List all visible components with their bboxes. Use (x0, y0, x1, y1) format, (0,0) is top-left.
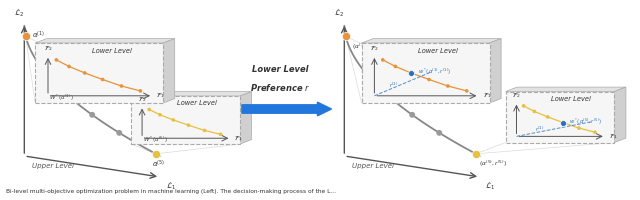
Point (471, 152, 481, 155)
Point (20, 35, 31, 38)
Point (378, 58, 388, 61)
Text: $w^*(\alpha^{(1)}, r^{(1)})$: $w^*(\alpha^{(1)}, r^{(1)})$ (417, 67, 451, 77)
Point (64, 65, 74, 68)
Point (144, 108, 154, 111)
Text: $\mathcal{L}_1$: $\mathcal{L}_1$ (485, 181, 495, 192)
Text: $\alpha^{(5)}$: $\alpha^{(5)}$ (152, 159, 165, 170)
Point (340, 35, 351, 38)
Text: $(\alpha^{(1)}, r^{(1)})$: $(\alpha^{(1)}, r^{(1)})$ (352, 41, 380, 52)
Point (114, 131, 124, 134)
Text: Lower Level: Lower Level (252, 66, 308, 74)
Point (407, 113, 417, 116)
Point (87, 113, 97, 116)
Polygon shape (506, 87, 626, 92)
Text: $\mathcal{F}_2$: $\mathcal{F}_2$ (138, 95, 147, 104)
Text: Preference $r$: Preference $r$ (250, 82, 310, 93)
Point (151, 152, 161, 155)
Point (63, 94, 73, 97)
Text: $w^*(\alpha^{(5)}, r^{(5)})$: $w^*(\alpha^{(5)}, r^{(5)})$ (569, 116, 602, 127)
Text: $\mathcal{F}_1$: $\mathcal{F}_1$ (234, 134, 243, 143)
Point (200, 129, 210, 132)
Polygon shape (362, 43, 490, 103)
Text: $\mathcal{L}_2$: $\mathcal{L}_2$ (14, 8, 24, 19)
Polygon shape (240, 92, 252, 144)
Point (406, 71, 416, 75)
Text: $\mathcal{F}_2$: $\mathcal{F}_2$ (44, 45, 52, 53)
Point (135, 89, 145, 93)
Text: $(\alpha^{(5)}, r^{(5)})$: $(\alpha^{(5)}, r^{(5)})$ (479, 159, 507, 169)
Text: $\mathcal{L}_2$: $\mathcal{L}_2$ (334, 8, 344, 19)
Text: Lower Level: Lower Level (551, 96, 591, 102)
Text: $\mathcal{F}_2$: $\mathcal{F}_2$ (370, 45, 379, 53)
Point (51, 58, 61, 61)
Text: $r^{(1)}$: $r^{(1)}$ (389, 81, 399, 90)
Text: Lower Level: Lower Level (92, 48, 132, 54)
Text: $\mathcal{F}_1$: $\mathcal{F}_1$ (483, 91, 491, 100)
Point (390, 65, 401, 68)
Point (155, 113, 165, 116)
Polygon shape (163, 39, 175, 103)
Point (79, 71, 90, 75)
Text: $\mathcal{L}_1$: $\mathcal{L}_1$ (166, 181, 177, 192)
Point (406, 71, 416, 75)
Text: $r^{(1)}$: $r^{(1)}$ (535, 124, 545, 134)
Text: Bi-level multi-objective optimization problem in machine learning (Left). The de: Bi-level multi-objective optimization pr… (6, 189, 337, 194)
Text: $\mathcal{F}_2$: $\mathcal{F}_2$ (512, 91, 521, 100)
Polygon shape (35, 39, 175, 43)
Polygon shape (35, 43, 163, 103)
Polygon shape (362, 39, 501, 43)
Point (183, 124, 193, 127)
Polygon shape (506, 92, 614, 142)
Point (543, 115, 553, 119)
Point (557, 121, 568, 124)
Polygon shape (490, 39, 501, 103)
Point (97, 78, 108, 81)
Polygon shape (131, 96, 240, 144)
Point (424, 78, 434, 81)
Point (168, 118, 179, 122)
Point (590, 131, 600, 134)
Text: Upper Level: Upper Level (352, 163, 394, 169)
Text: $\alpha^{(1)}$: $\alpha^{(1)}$ (32, 30, 45, 41)
Point (461, 89, 472, 93)
Text: Upper Level: Upper Level (32, 163, 74, 169)
Text: $\mathcal{F}_1$: $\mathcal{F}_1$ (609, 132, 618, 141)
Point (40, 70, 50, 73)
Point (443, 84, 453, 88)
Text: $\mathcal{F}_1$: $\mathcal{F}_1$ (156, 91, 164, 100)
Point (529, 110, 540, 113)
Point (518, 104, 529, 107)
Point (216, 133, 226, 136)
Point (557, 121, 568, 124)
Point (383, 94, 393, 97)
FancyArrow shape (242, 102, 332, 116)
Text: Lower Level: Lower Level (177, 100, 216, 106)
Text: $W^*(\alpha^{(1)})$: $W^*(\alpha^{(1)})$ (49, 92, 74, 103)
Text: Lower Level: Lower Level (419, 48, 458, 54)
Text: $W^*(\alpha^{(5)})$: $W^*(\alpha^{(5)})$ (143, 135, 168, 145)
Point (360, 70, 370, 73)
Point (574, 126, 584, 130)
Polygon shape (614, 87, 626, 142)
Point (434, 131, 444, 134)
Point (116, 84, 127, 88)
Polygon shape (131, 92, 252, 96)
